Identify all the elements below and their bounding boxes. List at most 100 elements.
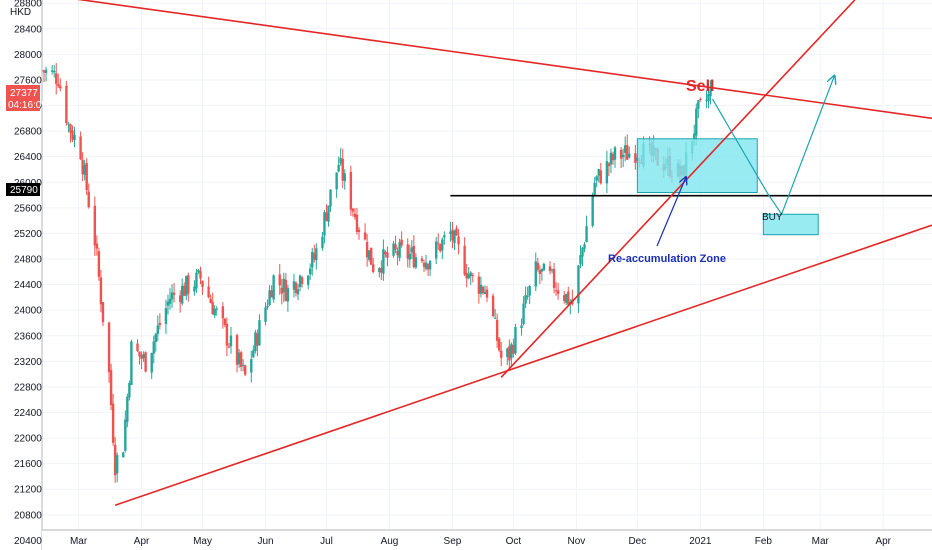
candle-body-76 xyxy=(256,333,259,346)
candle-body-28 xyxy=(122,452,125,458)
price-axis[interactable]: 2880028400280002760027200268002640026000… xyxy=(0,0,43,550)
candle-body-172 xyxy=(528,286,531,296)
y-tick-label-16: 22400 xyxy=(14,408,42,419)
candle-body-135 xyxy=(424,262,428,269)
candle-body-119 xyxy=(380,267,383,273)
candle-body-71 xyxy=(241,364,245,366)
candle-body-125 xyxy=(396,250,399,256)
candle-body-118 xyxy=(378,268,381,273)
candle-body-11 xyxy=(71,130,74,140)
candle-body-25 xyxy=(111,403,115,443)
candle-body-190 xyxy=(581,248,584,257)
projection-path[interactable] xyxy=(656,76,835,247)
candle-body-136 xyxy=(426,264,430,270)
candle-body-189 xyxy=(579,255,582,265)
candle-body-95 xyxy=(311,251,314,268)
candle-body-148 xyxy=(463,245,466,275)
candle-body-191 xyxy=(583,244,586,249)
candle-body-26 xyxy=(113,444,117,476)
candle-body-90 xyxy=(296,289,300,295)
candle-body-4 xyxy=(52,70,56,73)
last-price-badge xyxy=(6,85,40,111)
x-tick-label-12: Mar xyxy=(812,536,830,547)
axis-badges: HKD 27377 04:16:09 25790 xyxy=(6,7,47,196)
candle-body-5 xyxy=(55,73,58,84)
candle-body-54 xyxy=(195,272,198,289)
candle-body-94 xyxy=(309,268,312,275)
candle-body-85 xyxy=(282,278,286,293)
candle-body-114 xyxy=(365,241,369,258)
trend-lines[interactable] xyxy=(28,0,932,506)
candle-body-81 xyxy=(270,290,273,298)
candle-body-207 xyxy=(628,153,631,158)
candle-body-140 xyxy=(439,244,442,252)
candle-body-134 xyxy=(422,262,426,267)
candle-body-77 xyxy=(258,320,261,346)
candle-body-22 xyxy=(101,301,105,323)
candle-body-113 xyxy=(363,232,367,240)
buy-box xyxy=(762,213,819,236)
rising-support-line xyxy=(500,0,856,378)
y-tick-label-11: 24400 xyxy=(14,280,42,291)
candle-body-43 xyxy=(164,308,168,325)
candle-body-173 xyxy=(534,261,537,287)
candle-body-20 xyxy=(97,251,101,277)
y-tick-label-17: 22000 xyxy=(14,434,42,445)
candle-body-46 xyxy=(170,292,174,300)
candle-body-121 xyxy=(384,251,387,255)
candle-body-168 xyxy=(520,325,523,328)
candle-body-84 xyxy=(280,287,283,294)
candle-body-138 xyxy=(435,241,438,259)
zones-layer[interactable] xyxy=(636,138,819,236)
x-tick-label-0: Mar xyxy=(70,536,88,547)
re-accumulation-zone-label: Re-accumulation Zone xyxy=(608,253,726,265)
candle-body-58 xyxy=(207,286,210,298)
candle-body-150 xyxy=(467,274,470,279)
candle-body-33 xyxy=(136,343,139,352)
candle-body-139 xyxy=(437,243,440,245)
time-axis[interactable]: Mar Apr May Jun Jul Aug Sep Oct Nov Dec 2021 Feb Mar… xyxy=(42,529,932,550)
candle-body-55 xyxy=(197,269,200,273)
candle-body-175 xyxy=(538,270,542,274)
x-tick-label-5: Aug xyxy=(381,536,399,547)
candle-body-171 xyxy=(526,295,529,297)
candle-body-34 xyxy=(138,351,141,357)
candle-body-132 xyxy=(414,257,418,268)
y-tick-label-20: 20800 xyxy=(14,510,42,521)
candle-body-235 xyxy=(709,88,712,97)
y-tick-label-2: 28000 xyxy=(14,50,42,61)
buy-label: BUY xyxy=(762,212,783,223)
candle-body-102 xyxy=(329,189,332,207)
candle-body-24 xyxy=(109,370,113,406)
candle-body-229 xyxy=(693,133,696,140)
candle-body-112 xyxy=(357,229,361,232)
candle-body-232 xyxy=(699,98,702,100)
candle-body-70 xyxy=(239,352,243,367)
candle-body-97 xyxy=(315,248,318,261)
candle-body-13 xyxy=(79,136,82,160)
y-tick-label-21: 20400 xyxy=(14,536,42,547)
candle-body-29 xyxy=(124,419,127,451)
candle-body-73 xyxy=(250,359,253,373)
candle-body-234 xyxy=(707,94,710,102)
candle-body-141 xyxy=(441,239,444,251)
candle-body-93 xyxy=(306,275,310,285)
candle-body-162 xyxy=(500,350,503,358)
candle-body-149 xyxy=(465,272,468,279)
candle-body-38 xyxy=(150,352,153,373)
candle-body-68 xyxy=(235,335,239,365)
y-tick-label-9: 25200 xyxy=(14,229,42,240)
candle-body-130 xyxy=(410,247,414,253)
x-tick-label-8: Nov xyxy=(568,536,586,547)
candle-body-174 xyxy=(536,262,539,270)
x-tick-label-13: Apr xyxy=(875,536,891,547)
candle-body-56 xyxy=(199,271,202,279)
candle-body-208 xyxy=(634,153,637,163)
candle-body-180 xyxy=(552,268,556,288)
candle-body-69 xyxy=(237,352,241,365)
candle-body-205 xyxy=(623,145,627,153)
candle-body-109 xyxy=(351,208,355,212)
candle-body-164 xyxy=(508,346,511,361)
candle-body-61 xyxy=(213,308,216,316)
